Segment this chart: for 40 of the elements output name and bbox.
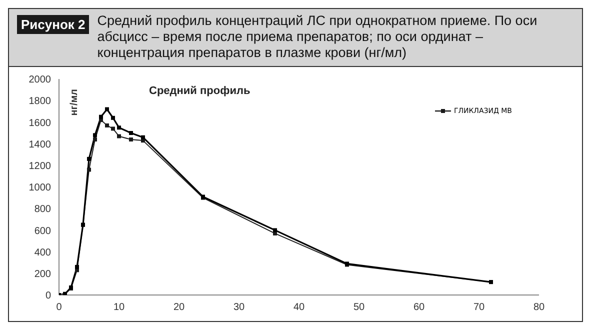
x-tick-label: 50	[353, 302, 365, 314]
x-tick-label: 40	[293, 302, 305, 314]
y-tick-label: 600	[34, 226, 52, 237]
point	[273, 228, 277, 232]
x-tick-label: 30	[233, 302, 245, 314]
x-tick-label: 60	[413, 302, 425, 314]
point	[117, 126, 121, 130]
text: Рисунок 2	[17, 15, 90, 34]
point	[105, 107, 109, 112]
point	[99, 114, 103, 119]
y-axis-title: нг/мл	[69, 89, 80, 116]
point	[75, 264, 79, 269]
y-tick-label: 1800	[28, 96, 52, 108]
point	[129, 131, 133, 135]
y-tick-label: 800	[34, 204, 52, 216]
x-tick-label: 10	[113, 302, 125, 314]
y-tick-label: 0	[45, 290, 52, 302]
point	[87, 168, 91, 172]
y-tick-label: 1600	[28, 118, 52, 129]
point	[141, 135, 145, 140]
x-tick-label: 80	[533, 302, 545, 314]
x-tick-label: 20	[173, 302, 185, 314]
x-tick-label: 0	[56, 302, 62, 314]
y-tick-label: 1400	[28, 139, 52, 150]
y-tick-label: 1200	[28, 160, 52, 172]
x-tick-label: 70	[473, 302, 485, 314]
point	[111, 116, 115, 120]
text: Средний профиль	[149, 85, 250, 97]
point	[93, 133, 97, 138]
chart-title: Средний профиль концентраций ЛС при однократном приеме. По оси абсцисс – время после приема препаратов; по оси ординат – концентрация препаратов в плазме крови (нг/мл)	[97, 13, 538, 61]
point	[87, 156, 91, 161]
y-tick-label: 1000	[28, 182, 52, 194]
y-tick-label: 400	[34, 247, 52, 258]
y-tick-label: 200	[34, 268, 52, 280]
point	[129, 137, 133, 142]
point	[105, 123, 109, 128]
point	[111, 126, 115, 131]
y-tick-label: 2000	[28, 74, 52, 86]
point	[117, 134, 121, 138]
point	[93, 137, 97, 142]
